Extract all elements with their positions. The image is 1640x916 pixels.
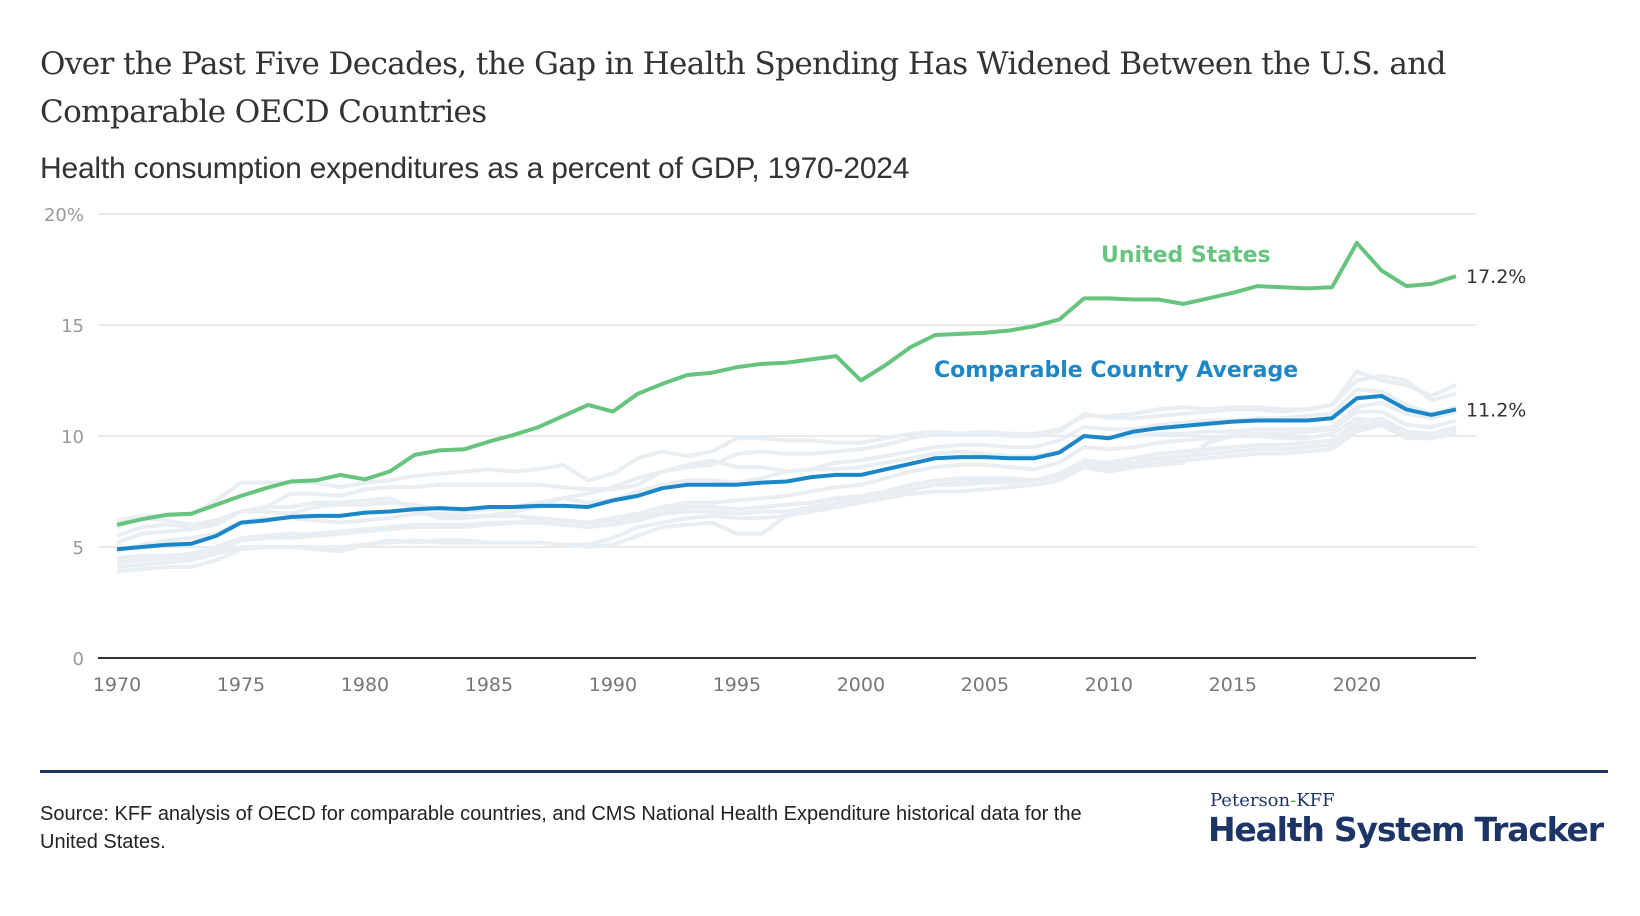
x-tick-label: 1985 xyxy=(465,674,513,696)
logo-dash: - xyxy=(1290,790,1297,811)
footer-divider xyxy=(40,770,1608,773)
x-tick-label: 1995 xyxy=(713,674,761,696)
y-tick-label: 0 xyxy=(73,649,84,670)
comparable-country-line xyxy=(116,422,1457,574)
line-chart: 0 5 10 15 20% 1970 1975 1980 1985 1990 1995 2000 20… xyxy=(44,205,1526,696)
end-label-united-states: 17.2% xyxy=(1466,266,1526,288)
x-tick-label: 2005 xyxy=(961,674,1009,696)
comparable-country-line xyxy=(116,416,1457,565)
x-tick-label: 2020 xyxy=(1333,674,1381,696)
comparable-country-line xyxy=(116,374,1457,529)
y-tick-label: 15 xyxy=(61,316,84,337)
x-tick-label: 2015 xyxy=(1209,674,1257,696)
logo-peterson-kff: Peterson-KFF xyxy=(1210,790,1335,811)
series-label-comparable-average: Comparable Country Average xyxy=(934,358,1298,383)
logo-kff: KFF xyxy=(1296,790,1335,811)
united-states-line xyxy=(116,240,1457,527)
y-tick-label: 20% xyxy=(44,205,84,226)
comparable-country-line xyxy=(116,369,1457,523)
x-tick-label: 1980 xyxy=(341,674,389,696)
comparable-country-lines xyxy=(116,369,1457,574)
x-tick-label: 1975 xyxy=(217,674,265,696)
x-tick-label: 2010 xyxy=(1085,674,1133,696)
y-tick-label: 10 xyxy=(61,427,84,448)
end-label-comparable-average: 11.2% xyxy=(1466,399,1526,421)
x-tick-label: 1970 xyxy=(93,674,141,696)
highlight-lines xyxy=(116,240,1457,552)
comparable-average-line xyxy=(116,394,1457,552)
series-label-united-states: United States xyxy=(1101,243,1271,268)
chart-subtitle: Health consumption expenditures as a per… xyxy=(40,152,910,185)
comparable-country-line xyxy=(116,420,1457,561)
chart-title: Over the Past Five Decades, the Gap in H… xyxy=(40,46,1447,130)
logo-health-system-tracker: Health System Tracker xyxy=(1208,810,1604,849)
x-axis-ticks: 1970 1975 1980 1985 1990 1995 2000 2005 2010 2015… xyxy=(93,674,1381,696)
x-tick-label: 1990 xyxy=(589,674,637,696)
logo-peterson: Peterson xyxy=(1210,790,1291,811)
x-tick-label: 2000 xyxy=(837,674,885,696)
y-axis-ticks: 0 5 10 15 20% xyxy=(44,205,84,670)
y-tick-label: 5 xyxy=(73,538,84,559)
source-note: Source: KFF analysis of OECD for compara… xyxy=(40,803,1082,853)
